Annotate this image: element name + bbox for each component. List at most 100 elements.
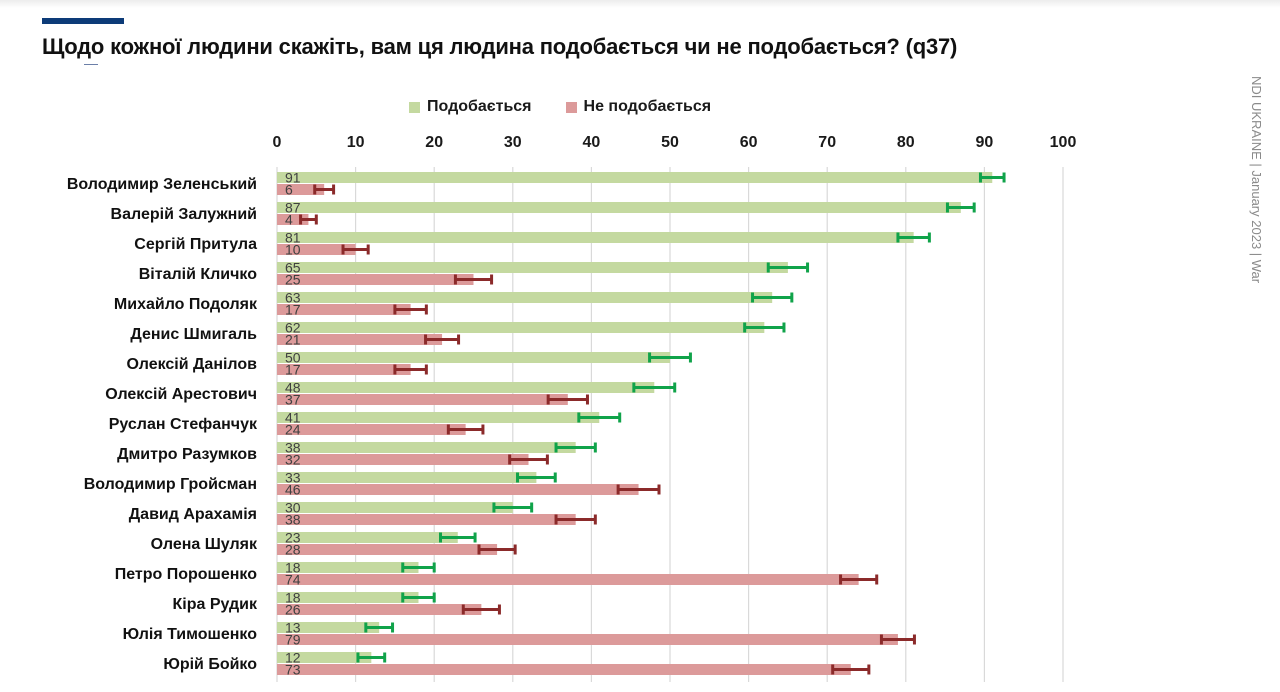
bar-like <box>277 472 537 483</box>
error-bar-like <box>438 532 477 543</box>
error-bar-dislike <box>341 244 370 255</box>
bar-like <box>277 532 458 543</box>
category-label: Руслан Стефанчук <box>109 416 258 433</box>
x-tick-label: 0 <box>273 134 282 151</box>
value-labels: 9168748110652563176221501748374124383233… <box>285 170 301 678</box>
value-label-like: 50 <box>285 350 301 366</box>
bar-dislike <box>277 514 576 525</box>
category-label: Віталій Кличко <box>139 266 257 283</box>
error-bar-like <box>751 292 794 303</box>
error-bar-dislike <box>313 184 336 195</box>
legend-item-dislike: Не подобається <box>565 98 712 116</box>
error-bar-dislike <box>393 304 428 315</box>
x-tick-label: 80 <box>897 134 915 151</box>
x-tick-label: 100 <box>1050 134 1077 151</box>
value-label-dislike: 25 <box>285 272 301 288</box>
category-label: Володимир Зеленський <box>67 176 257 193</box>
value-label-like: 33 <box>285 470 301 486</box>
error-bar-dislike <box>453 274 494 285</box>
error-bar-like <box>492 502 534 513</box>
x-tick-label: 60 <box>740 134 758 151</box>
category-label: Олексій Арестович <box>105 386 257 403</box>
error-bar-dislike <box>424 334 461 345</box>
bar-dislike <box>277 634 898 645</box>
category-label: Денис Шмигаль <box>130 326 257 343</box>
category-labels: Володимир Зеленський Валерій Залужний Серг… <box>67 176 258 673</box>
legend-label-like: Подобається <box>427 98 532 115</box>
category-label: Сергій Притула <box>134 236 257 253</box>
x-tick-label: 40 <box>583 134 601 151</box>
bar-dislike <box>277 454 529 465</box>
error-bar-dislike <box>477 544 517 555</box>
error-bar-dislike <box>508 454 549 465</box>
error-bar-dislike <box>616 484 661 495</box>
bar-dislike <box>277 664 851 675</box>
value-label-like: 38 <box>285 440 301 456</box>
legend: Подобається Не подобається <box>409 98 745 116</box>
bar-dislike <box>277 334 443 345</box>
value-label-dislike: 4 <box>285 212 293 228</box>
top-shade <box>0 0 1280 8</box>
error-bar-dislike <box>554 514 597 525</box>
value-label-dislike: 21 <box>285 332 301 348</box>
error-bar-like <box>896 232 931 243</box>
value-label-dislike: 17 <box>285 362 301 378</box>
error-bar-like <box>648 352 692 363</box>
bar-dislike <box>277 574 859 585</box>
error-bar-dislike <box>839 574 879 585</box>
category-label: Володимир Гройсман <box>84 476 257 493</box>
error-bar-like <box>577 412 622 423</box>
category-label: Кіра Рудик <box>173 596 258 613</box>
error-bar-like <box>401 592 436 603</box>
x-tick-label: 30 <box>504 134 522 151</box>
bar-dislike <box>277 184 325 195</box>
error-bar-dislike <box>446 424 485 435</box>
error-bar-dislike <box>546 394 589 405</box>
bar-dislike <box>277 364 411 375</box>
value-label-like: 65 <box>285 260 301 276</box>
value-label-dislike: 24 <box>285 422 301 438</box>
error-bar-like <box>945 202 976 213</box>
bar-like <box>277 622 380 633</box>
x-tick-label: 10 <box>347 134 365 151</box>
value-label-like: 13 <box>285 620 301 636</box>
legend-swatch-like <box>409 101 420 113</box>
value-label-dislike: 10 <box>285 242 301 258</box>
x-tick-label: 50 <box>661 134 679 151</box>
category-label: Валерій Залужний <box>111 206 257 223</box>
value-label-dislike: 26 <box>285 602 301 618</box>
bar-dislike <box>277 214 309 225</box>
bar-like <box>277 172 993 183</box>
error-bar-like <box>978 172 1006 183</box>
category-label: Дмитро Разумков <box>117 446 257 463</box>
x-tick-label: 20 <box>425 134 443 151</box>
gridlines <box>276 167 1064 682</box>
bar-like <box>277 592 419 603</box>
bar-like <box>277 232 914 243</box>
value-label-dislike: 38 <box>285 512 301 528</box>
error-bar-like <box>401 562 436 573</box>
error-bar-like <box>766 262 810 273</box>
bar-dislike <box>277 544 498 555</box>
value-label-like: 12 <box>285 650 301 666</box>
bar-like <box>277 202 961 213</box>
bar-dislike <box>277 424 466 435</box>
value-label-dislike: 32 <box>285 452 301 468</box>
bar-dislike <box>277 484 639 495</box>
value-label-dislike: 17 <box>285 302 301 318</box>
error-bar-like <box>632 382 677 393</box>
bar-like <box>277 352 670 363</box>
category-label: Юрій Бойко <box>163 656 257 673</box>
value-label-like: 30 <box>285 500 301 516</box>
bar-dislike <box>277 394 568 405</box>
bar-like <box>277 442 576 453</box>
bar-like <box>277 562 419 573</box>
value-label-like: 23 <box>285 530 301 546</box>
bar-dislike <box>277 604 482 615</box>
value-label-like: 81 <box>285 230 301 246</box>
legend-label-dislike: Не подобається <box>583 98 712 115</box>
error-bar-dislike <box>299 214 318 225</box>
bar-like <box>277 292 773 303</box>
value-label-like: 41 <box>285 410 301 426</box>
legend-item-like: Подобається <box>409 98 532 116</box>
